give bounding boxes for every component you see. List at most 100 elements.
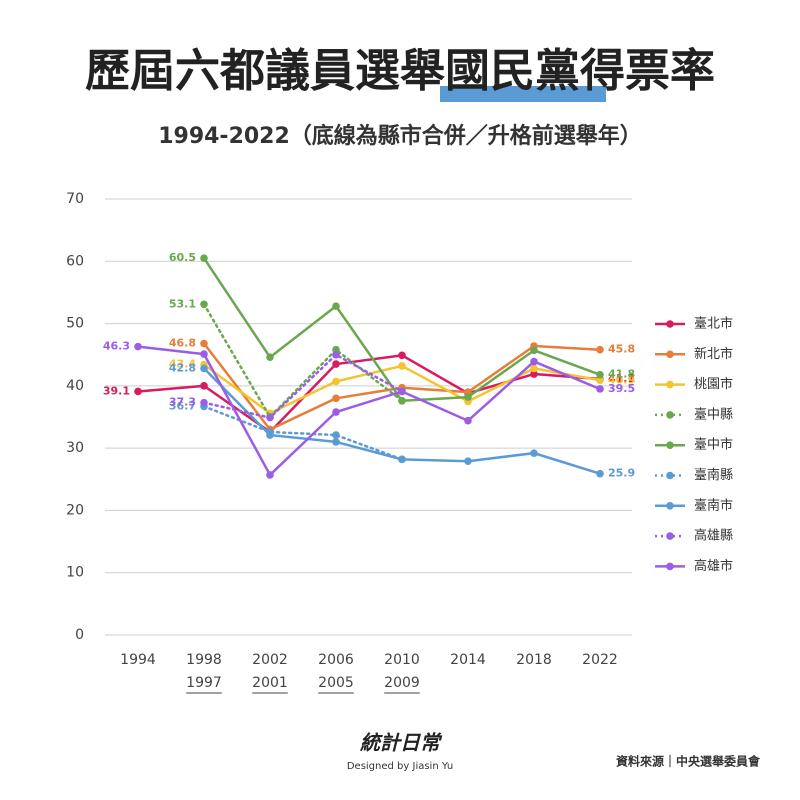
data-point [398,387,406,396]
data-point [596,376,604,385]
x-tick-label: 1998 [186,652,222,668]
data-point [530,346,538,355]
legend-marker [666,502,674,510]
value-label: 39.1 [103,384,130,397]
data-point [332,394,340,403]
x-tick-label: 1994 [120,652,156,668]
value-label: 42.8 [169,361,196,374]
value-label: 39.5 [608,382,635,395]
x-tick-label: 2018 [516,652,552,668]
chart-title: 歷屆六都議員選舉國民黨得票率 [85,44,715,97]
x-sub-label: 2001 [252,675,288,691]
x-sub-label: 1997 [186,675,222,691]
data-point [266,353,274,362]
value-label: 46.8 [169,337,196,350]
data-point [398,351,406,360]
legend-marker [666,350,674,359]
data-point [332,408,340,416]
x-sub-label: 2009 [384,675,420,691]
data-point [332,302,340,310]
value-label: 53.1 [169,297,196,310]
value-label: 45.8 [608,343,635,356]
legend-label: 臺南縣 [694,467,733,483]
x-tick-label: 2002 [252,652,288,668]
data-point [200,398,208,407]
value-label: 25.9 [608,467,635,480]
legend-label: 新北市 [694,346,733,362]
data-point [332,350,340,359]
data-point [596,469,604,478]
data-point [200,300,208,309]
data-point [332,431,340,439]
data-point [398,362,406,370]
value-label: 40.9 [608,373,635,386]
x-tick-label: 2014 [450,652,486,668]
data-point [530,364,538,373]
legend-marker [666,320,674,328]
legend-marker [666,441,674,450]
data-point [596,370,604,379]
value-label: 36.7 [169,399,196,412]
data-point [332,438,340,446]
legend-marker [666,562,674,571]
data-point [398,397,406,405]
data-point [266,471,274,479]
y-tick-label: 0 [75,627,84,643]
legend-label: 高雄市 [694,558,733,574]
legend-label: 臺北市 [694,316,733,332]
data-point [596,385,604,393]
data-point [530,357,538,366]
legend-label: 臺南市 [694,497,733,513]
data-point [200,350,208,358]
series-line [136,354,602,434]
chart-subtitle: 1994-2022（底線為縣市合併／升格前選舉年） [158,123,642,149]
value-label: 46.3 [103,340,130,353]
data-point [464,393,472,401]
data-point [530,370,538,378]
series-line [202,405,404,461]
data-point [266,413,274,422]
x-tick-label: 2010 [384,652,420,668]
data-point [464,416,472,425]
x-tick-label: 2006 [318,652,354,668]
legend-marker [666,411,674,419]
y-tick-label: 50 [66,316,84,332]
data-point [266,431,274,439]
y-tick-label: 40 [66,378,84,394]
data-point [200,364,208,373]
data-point [332,360,340,368]
data-point [464,457,472,466]
designer: Designed by Jiasin Yu [347,761,453,772]
series-line [202,353,404,419]
legend-label: 臺中市 [694,437,733,453]
data-point [200,254,208,262]
x-tick-label: 2022 [582,652,618,668]
x-sub-label: 2005 [318,675,354,691]
data-point [398,455,406,464]
series-line [136,345,602,477]
y-tick-label: 20 [66,502,84,518]
value-label: 60.5 [169,251,196,264]
source: 資料來源｜中央選舉委員會 [616,754,761,769]
y-tick-label: 30 [66,440,84,456]
value-label: 41.1 [608,372,635,385]
legend-marker [666,380,674,389]
legend-marker [666,532,674,540]
series-line [202,303,404,419]
legend-label: 桃園市 [694,376,733,392]
value-label: 37.3 [169,396,196,409]
value-label: 41.8 [608,368,635,381]
legend-label: 高雄縣 [694,528,733,544]
y-tick-label: 10 [66,565,84,581]
data-point [134,342,142,351]
legend-marker [666,471,674,480]
title-highlight [440,86,606,102]
y-tick-label: 60 [66,253,84,269]
logo: 統計日常 [359,731,443,755]
data-point [332,377,340,386]
data-point [134,387,142,396]
data-point [596,345,604,354]
y-tick-label: 70 [66,191,84,207]
value-label: 43.4 [169,358,196,371]
